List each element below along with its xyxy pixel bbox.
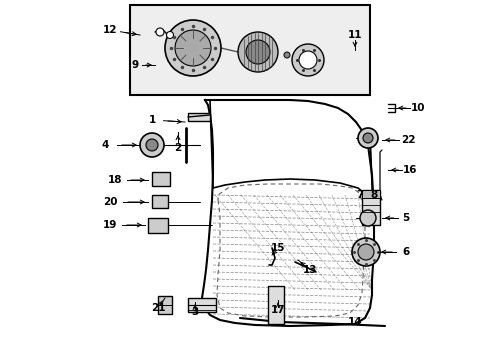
Text: 1: 1 xyxy=(148,115,155,125)
Circle shape xyxy=(351,238,379,266)
Text: 22: 22 xyxy=(400,135,414,145)
Text: 20: 20 xyxy=(102,197,117,207)
Text: 19: 19 xyxy=(102,220,117,230)
Circle shape xyxy=(166,31,173,39)
Text: 17: 17 xyxy=(270,305,285,315)
Circle shape xyxy=(357,128,377,148)
Bar xyxy=(361,190,379,225)
Text: 9: 9 xyxy=(131,60,138,70)
Circle shape xyxy=(156,28,163,36)
Text: 21: 21 xyxy=(150,303,165,313)
Text: 3: 3 xyxy=(191,307,198,317)
Bar xyxy=(267,286,284,324)
Text: 2: 2 xyxy=(174,143,181,153)
Circle shape xyxy=(175,30,210,66)
Circle shape xyxy=(359,210,375,226)
Text: 13: 13 xyxy=(302,265,317,275)
Text: 8: 8 xyxy=(369,190,377,200)
Bar xyxy=(152,195,168,208)
Circle shape xyxy=(146,139,158,151)
Text: 14: 14 xyxy=(347,317,362,327)
Circle shape xyxy=(298,51,316,69)
Text: 12: 12 xyxy=(102,25,117,35)
Circle shape xyxy=(362,133,372,143)
Bar xyxy=(187,298,216,312)
Text: 18: 18 xyxy=(107,175,122,185)
Circle shape xyxy=(238,32,278,72)
Bar xyxy=(148,218,168,233)
Bar xyxy=(361,190,379,198)
Bar xyxy=(152,172,170,186)
Circle shape xyxy=(245,40,269,64)
Bar xyxy=(158,296,172,314)
Bar xyxy=(130,5,369,95)
Circle shape xyxy=(164,20,221,76)
Text: 10: 10 xyxy=(410,103,425,113)
Bar xyxy=(187,113,209,121)
Circle shape xyxy=(291,44,324,76)
Circle shape xyxy=(357,244,373,260)
Circle shape xyxy=(284,52,289,58)
Text: 4: 4 xyxy=(101,140,108,150)
Text: 6: 6 xyxy=(402,247,409,257)
Circle shape xyxy=(140,133,163,157)
Text: 15: 15 xyxy=(270,243,285,253)
Text: 11: 11 xyxy=(347,30,362,40)
Text: 7: 7 xyxy=(356,190,363,200)
Text: 16: 16 xyxy=(402,165,416,175)
Text: 5: 5 xyxy=(402,213,409,223)
